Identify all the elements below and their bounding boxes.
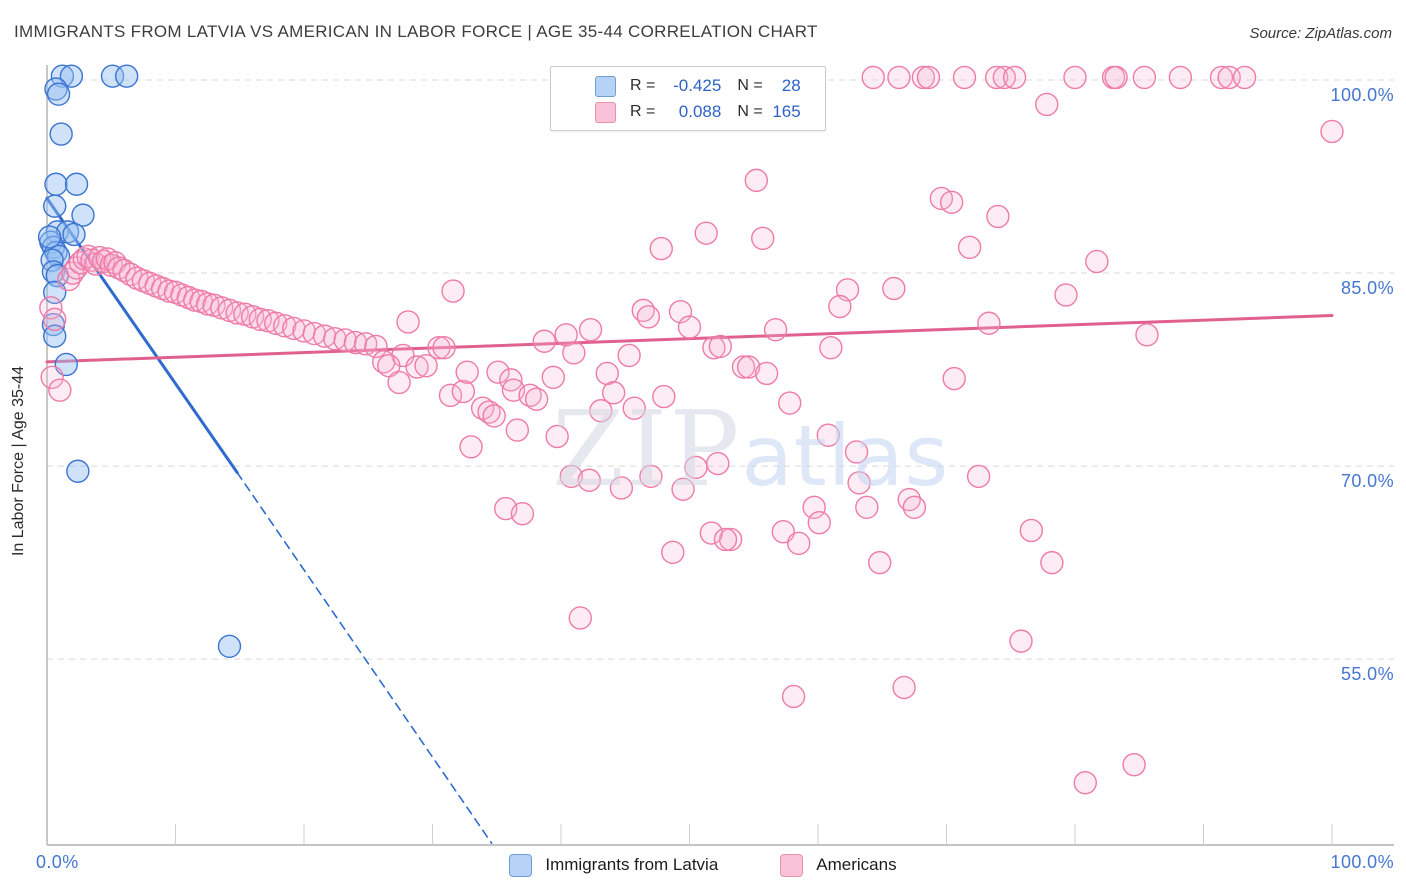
legend-item-americans[interactable]: Americans (780, 853, 897, 877)
x-tick-0: 0.0% (36, 852, 79, 872)
americans-swatch-icon (595, 101, 616, 123)
gridlines (47, 79, 1394, 660)
n-value-latvia: 28 (781, 76, 801, 95)
r-label: R = (630, 77, 656, 94)
y-tick-70: 70.0% (1340, 471, 1394, 491)
latvia-legend-swatch-icon (509, 853, 533, 877)
y-tick-85: 85.0% (1340, 278, 1394, 298)
legend-item-latvia[interactable]: Immigrants from Latvia (509, 853, 719, 877)
data-points (37, 64, 1344, 795)
legend-row-latvia: R = -0.425 N = 28 (563, 74, 815, 98)
r-value-americans: 0.088 (678, 102, 722, 121)
series-legend: Immigrants from Latvia Americans (0, 848, 1406, 882)
r-label: R = (630, 103, 656, 120)
x-tick-100: 100.0% (1330, 852, 1394, 872)
page-title: IMMIGRANTS FROM LATVIA VS AMERICAN IN LA… (14, 22, 818, 41)
latvia-legend-label: Immigrants from Latvia (545, 855, 719, 874)
n-label: N = (737, 77, 763, 94)
y-tick-100: 100.0% (1330, 85, 1394, 105)
axes (46, 65, 1394, 846)
legend-row-americans: R = 0.088 N = 165 (563, 100, 815, 124)
header: IMMIGRANTS FROM LATVIA VS AMERICAN IN LA… (0, 0, 1406, 56)
latvia-swatch-icon (595, 75, 616, 97)
source-attribution[interactable]: Source: ZipAtlas.com (1249, 25, 1392, 42)
r-value-latvia: -0.425 (673, 76, 722, 95)
y-axis-title: In Labor Force | Age 35-44 (10, 365, 27, 557)
correlation-legend-box: R = -0.425 N = 28 R = 0.088 N = 165 (550, 66, 826, 131)
y-tick-55: 55.0% (1340, 664, 1394, 684)
americans-legend-label: Americans (816, 855, 897, 874)
n-label: N = (737, 103, 763, 120)
n-value-americans: 165 (772, 102, 801, 121)
trend-lines (45, 196, 1334, 844)
americans-legend-swatch-icon (780, 853, 804, 877)
